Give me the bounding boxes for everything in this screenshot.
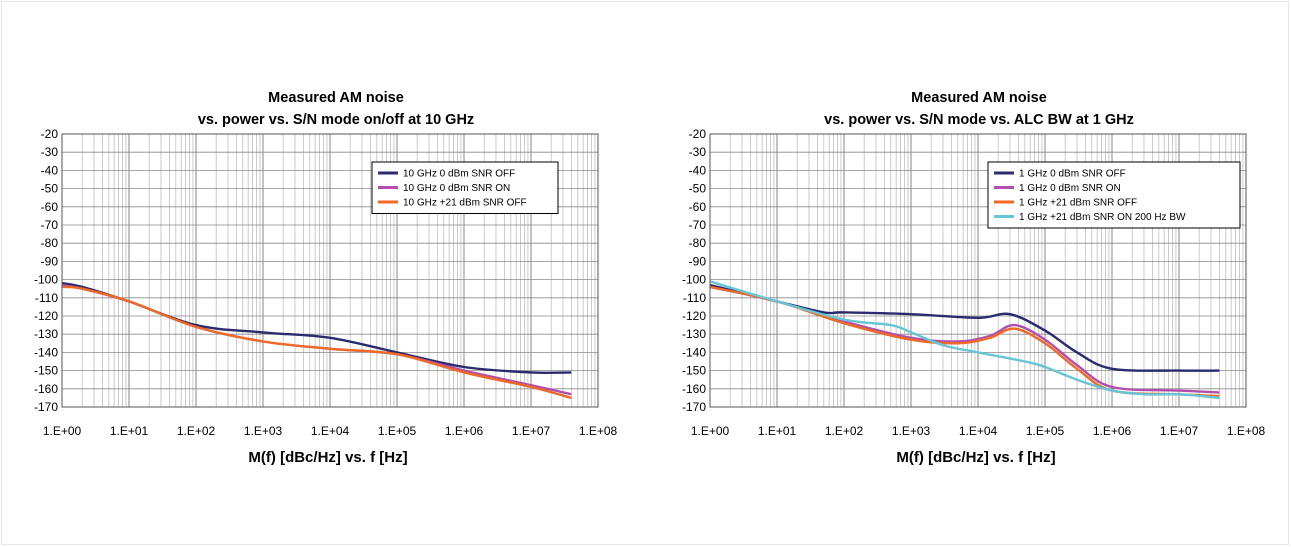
y-tick-label: -50 bbox=[41, 182, 59, 196]
y-tick-label: -140 bbox=[34, 345, 58, 359]
y-tick-label: -100 bbox=[682, 273, 706, 287]
x-tick-label: 1.E+04 bbox=[311, 424, 350, 438]
x-tick-label: 1.E+05 bbox=[1026, 424, 1065, 438]
axes: -20 -30 -40 -50 -60 -70 -80 -90 -100 -110 -120 -130… bbox=[682, 127, 1266, 438]
y-tick-label: -120 bbox=[34, 309, 58, 323]
y-tick-label: -90 bbox=[689, 254, 707, 268]
series-lines bbox=[709, 280, 1220, 400]
series-line bbox=[709, 280, 1220, 400]
y-tick-label: -120 bbox=[682, 309, 706, 323]
y-tick-label: -40 bbox=[689, 163, 707, 177]
y-tick-label: -90 bbox=[41, 254, 59, 268]
y-tick-label: -150 bbox=[682, 364, 706, 378]
y-tick-label: -110 bbox=[683, 291, 706, 305]
y-tick-label: -80 bbox=[689, 236, 707, 250]
y-tick-label: -130 bbox=[34, 327, 58, 341]
y-tick-label: -170 bbox=[682, 400, 706, 414]
x-tick-label: 1.E+03 bbox=[244, 424, 283, 438]
x-tick-label: 1.E+06 bbox=[1093, 424, 1132, 438]
x-tick-label: 1.E+01 bbox=[758, 424, 797, 438]
plot-border bbox=[709, 133, 1247, 408]
x-tick-label: 1.E+06 bbox=[445, 424, 484, 438]
series-line bbox=[709, 283, 1220, 372]
x-tick-label: 1.E+00 bbox=[43, 424, 82, 438]
x-tick-label: 1.E+04 bbox=[959, 424, 998, 438]
x-tick-label: 1.E+03 bbox=[892, 424, 931, 438]
y-tick-label: -20 bbox=[41, 127, 59, 141]
x-axis-label: M(f) [dBc/Hz] vs. f [Hz] bbox=[896, 449, 1055, 466]
x-tick-label: 1.E+05 bbox=[378, 424, 417, 438]
legend-label: 1 GHz 0 dBm SNR OFF bbox=[1019, 169, 1126, 180]
legend-label: 1 GHz +21 dBm SNR ON 200 Hz BW bbox=[1019, 212, 1186, 223]
y-tick-label: -20 bbox=[689, 127, 707, 141]
y-tick-label: -170 bbox=[34, 400, 58, 414]
chart-10ghz: Measured AM noise vs. power vs. S/N mode… bbox=[0, 0, 640, 475]
x-tick-label: 1.E+01 bbox=[110, 424, 149, 438]
y-tick-label: -30 bbox=[689, 145, 707, 159]
legend: 10 GHz 0 dBm SNR OFF 10 GHz 0 dBm SNR ON 1… bbox=[371, 161, 559, 214]
y-tick-label: -70 bbox=[41, 218, 59, 232]
x-tick-label: 1.E+00 bbox=[691, 424, 730, 438]
x-tick-label: 1.E+07 bbox=[512, 424, 551, 438]
x-tick-label: 1.E+02 bbox=[177, 424, 216, 438]
y-tick-label: -100 bbox=[34, 273, 58, 287]
chart-10ghz-svg: Measured AM noise vs. power vs. S/N mode… bbox=[34, 90, 618, 466]
y-tick-label: -160 bbox=[682, 382, 706, 396]
y-tick-label: -70 bbox=[689, 218, 707, 232]
series-line bbox=[61, 285, 572, 400]
chart-subtitle: vs. power vs. S/N mode vs. ALC BW at 1 G… bbox=[824, 112, 1134, 128]
y-tick-label: -60 bbox=[41, 200, 59, 214]
chart-title: Measured AM noise bbox=[911, 90, 1047, 106]
x-tick-label: 1.E+08 bbox=[1227, 424, 1266, 438]
x-tick-label: 1.E+08 bbox=[579, 424, 618, 438]
chart-1ghz: Measured AM noise vs. power vs. S/N mode… bbox=[648, 0, 1288, 475]
y-tick-label: -160 bbox=[34, 382, 58, 396]
y-tick-label: -60 bbox=[689, 200, 707, 214]
y-tick-label: -40 bbox=[41, 163, 59, 177]
axes: -20 -30 -40 -50 -60 -70 -80 -90 -100 -110 -120 -130… bbox=[34, 127, 618, 438]
legend-label: 10 GHz +21 dBm SNR OFF bbox=[403, 198, 527, 209]
x-tick-label: 1.E+02 bbox=[825, 424, 864, 438]
y-tick-label: -130 bbox=[682, 327, 706, 341]
legend-label: 10 GHz 0 dBm SNR OFF bbox=[403, 169, 515, 180]
x-tick-label: 1.E+07 bbox=[1160, 424, 1199, 438]
legend-box bbox=[371, 161, 559, 214]
chart-title: Measured AM noise bbox=[268, 90, 404, 106]
y-tick-label: -150 bbox=[34, 364, 58, 378]
x-axis-label: M(f) [dBc/Hz] vs. f [Hz] bbox=[248, 449, 407, 466]
series-lines bbox=[61, 282, 572, 400]
y-tick-label: -50 bbox=[689, 182, 707, 196]
y-tick-label: -110 bbox=[35, 291, 58, 305]
plot-border bbox=[61, 133, 599, 408]
y-tick-label: -30 bbox=[41, 145, 59, 159]
legend-box bbox=[987, 161, 1241, 229]
chart-subtitle: vs. power vs. S/N mode on/off at 10 GHz bbox=[198, 112, 474, 128]
y-tick-label: -140 bbox=[682, 345, 706, 359]
legend-label: 10 GHz 0 dBm SNR ON bbox=[403, 183, 510, 194]
chart-1ghz-svg: Measured AM noise vs. power vs. S/N mode… bbox=[682, 90, 1266, 466]
y-tick-label: -80 bbox=[41, 236, 59, 250]
legend-label: 1 GHz 0 dBm SNR ON bbox=[1019, 183, 1121, 194]
legend-label: 1 GHz +21 dBm SNR OFF bbox=[1019, 198, 1137, 209]
legend: 1 GHz 0 dBm SNR OFF 1 GHz 0 dBm SNR ON 1 G… bbox=[987, 161, 1241, 229]
